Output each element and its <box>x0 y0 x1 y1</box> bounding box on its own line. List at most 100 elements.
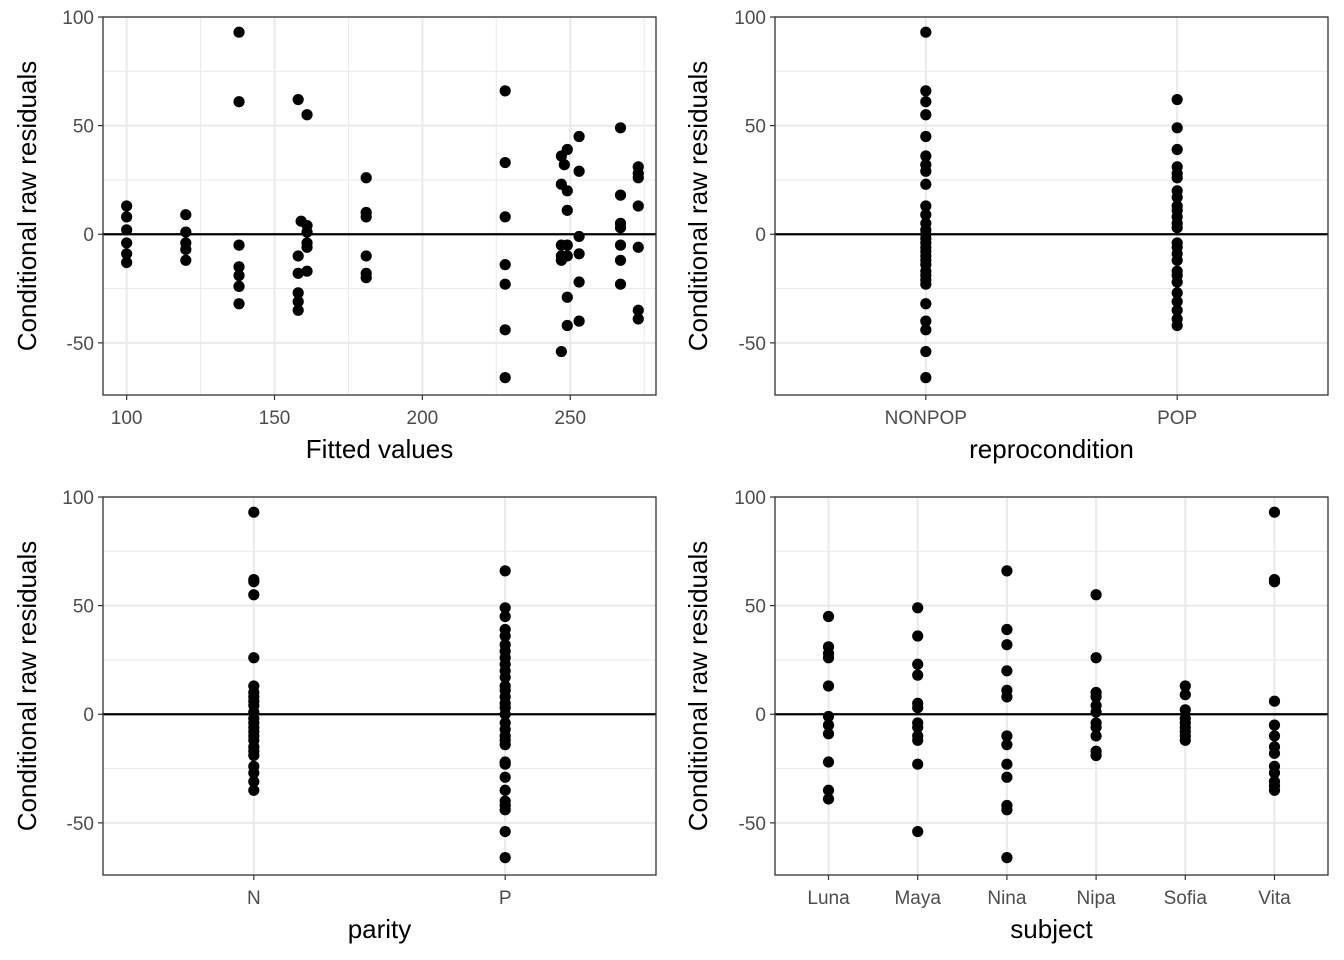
y-tick-label: -50 <box>67 334 94 355</box>
data-point <box>920 200 932 212</box>
panel-border <box>774 16 1329 396</box>
data-point <box>1179 704 1191 716</box>
panel-border <box>774 496 1329 876</box>
y-tick-label: 50 <box>745 597 766 618</box>
y-axis-title: Conditional raw residuals <box>12 61 42 351</box>
y-axis-title: Conditional raw residuals <box>683 541 713 831</box>
data-point <box>499 278 511 290</box>
y-tick-label: 100 <box>62 488 94 509</box>
x-tick-label: N <box>247 888 261 909</box>
x-axis-title: Fitted values <box>306 434 453 464</box>
y-tick-label: 50 <box>745 117 766 138</box>
data-point <box>920 372 932 384</box>
data-point <box>499 211 511 223</box>
data-point <box>912 630 924 642</box>
data-point <box>1090 706 1102 718</box>
data-point <box>499 156 511 169</box>
data-point <box>499 602 511 614</box>
panel-border <box>102 496 657 876</box>
data-point <box>292 267 304 279</box>
data-point <box>822 784 835 796</box>
data-point <box>920 315 932 327</box>
x-tick-label: Sofia <box>1164 888 1208 909</box>
data-point <box>614 239 627 251</box>
data-point <box>248 784 260 796</box>
data-point <box>292 93 304 106</box>
data-point <box>301 241 313 253</box>
data-point <box>558 159 570 171</box>
data-point <box>632 200 644 212</box>
data-point <box>614 122 627 134</box>
x-tick-label: 250 <box>554 408 586 429</box>
data-point <box>822 652 835 664</box>
data-point <box>248 506 260 518</box>
data-point <box>912 825 924 838</box>
data-point <box>292 304 304 316</box>
data-point <box>573 248 585 260</box>
data-point <box>499 565 511 577</box>
panel-1: 100 50 0 -50 100 150 200 250 Fitted values Condit… <box>12 8 657 464</box>
data-point <box>292 295 304 308</box>
data-point <box>1268 784 1281 796</box>
data-point <box>360 272 372 284</box>
data-point <box>1171 122 1183 134</box>
data-point <box>1268 767 1281 779</box>
data-point <box>1090 721 1102 733</box>
data-point <box>499 784 511 796</box>
data-point <box>912 602 924 614</box>
data-point <box>121 248 133 260</box>
data-point <box>360 211 372 223</box>
data-point <box>499 758 511 770</box>
x-tick-label: P <box>499 888 512 909</box>
data-point <box>561 291 573 303</box>
data-point <box>561 143 573 156</box>
data-point <box>573 315 585 327</box>
data-point <box>499 771 511 783</box>
data-point <box>632 304 644 316</box>
data-point <box>121 237 133 249</box>
panel-background <box>103 497 656 875</box>
y-tick-label: 50 <box>73 597 94 618</box>
data-point <box>180 243 192 256</box>
data-point <box>1090 589 1102 601</box>
data-point <box>822 610 835 623</box>
data-point <box>920 298 932 310</box>
data-point <box>614 222 627 234</box>
data-point <box>499 804 511 816</box>
panel-2: 100 50 0 -50 NONPOP POP reprocondition Conditio… <box>683 8 1329 464</box>
data-point <box>1268 506 1281 518</box>
data-point <box>1179 734 1191 746</box>
data-point <box>1090 691 1102 703</box>
y-axis-title: Conditional raw residuals <box>683 61 713 351</box>
data-point <box>1268 576 1281 588</box>
data-point <box>248 576 260 588</box>
x-tick-label: 100 <box>111 408 143 429</box>
x-axis-title: subject <box>1010 914 1093 944</box>
data-point <box>1171 254 1183 266</box>
data-point <box>499 259 511 271</box>
data-point <box>1001 730 1013 742</box>
panel-background <box>775 497 1328 875</box>
data-point <box>561 250 573 262</box>
data-point <box>301 226 313 238</box>
data-point <box>573 130 585 143</box>
x-tick-label: POP <box>1157 408 1197 429</box>
y-tick-label: 100 <box>734 8 766 29</box>
data-point <box>233 261 245 273</box>
data-point <box>499 610 511 623</box>
data-point <box>822 793 835 805</box>
data-point <box>1179 689 1191 701</box>
y-tick-label: 0 <box>755 225 766 246</box>
data-point <box>920 324 932 336</box>
data-point <box>920 130 932 143</box>
data-point <box>180 254 192 266</box>
data-point <box>1171 287 1183 299</box>
data-point <box>1171 319 1183 332</box>
data-point <box>561 204 573 216</box>
data-point <box>1001 623 1013 636</box>
data-point <box>912 758 924 770</box>
data-point <box>632 313 644 325</box>
data-point <box>233 239 245 251</box>
x-tick-label: Nina <box>987 888 1027 909</box>
